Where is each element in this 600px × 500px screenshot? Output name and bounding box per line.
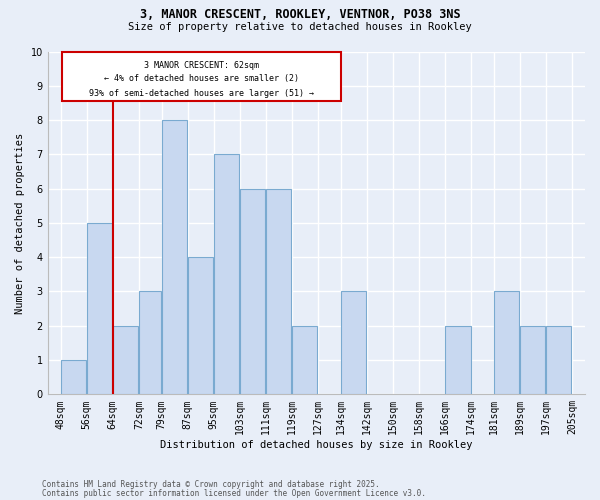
Bar: [240, 188, 265, 394]
Text: 3, MANOR CRESCENT, ROOKLEY, VENTNOR, PO38 3NS: 3, MANOR CRESCENT, ROOKLEY, VENTNOR, PO3…: [140, 8, 460, 20]
Bar: [61, 360, 86, 394]
Text: Size of property relative to detached houses in Rookley: Size of property relative to detached ho…: [128, 22, 472, 32]
X-axis label: Distribution of detached houses by size in Rookley: Distribution of detached houses by size …: [160, 440, 473, 450]
FancyBboxPatch shape: [62, 52, 341, 101]
Bar: [188, 257, 213, 394]
Bar: [139, 292, 161, 395]
Bar: [547, 326, 571, 394]
Y-axis label: Number of detached properties: Number of detached properties: [15, 132, 25, 314]
Bar: [494, 292, 520, 395]
Bar: [445, 326, 470, 394]
Bar: [162, 120, 187, 394]
Bar: [266, 188, 292, 394]
Bar: [87, 223, 112, 394]
Text: 3 MANOR CRESCENT: 62sqm: 3 MANOR CRESCENT: 62sqm: [144, 60, 259, 70]
Text: 93% of semi-detached houses are larger (51) →: 93% of semi-detached houses are larger (…: [89, 89, 314, 98]
Text: Contains public sector information licensed under the Open Government Licence v3: Contains public sector information licen…: [42, 489, 426, 498]
Text: Contains HM Land Registry data © Crown copyright and database right 2025.: Contains HM Land Registry data © Crown c…: [42, 480, 380, 489]
Bar: [341, 292, 367, 395]
Text: ← 4% of detached houses are smaller (2): ← 4% of detached houses are smaller (2): [104, 74, 299, 84]
Bar: [214, 154, 239, 394]
Bar: [292, 326, 317, 394]
Bar: [520, 326, 545, 394]
Bar: [113, 326, 139, 394]
